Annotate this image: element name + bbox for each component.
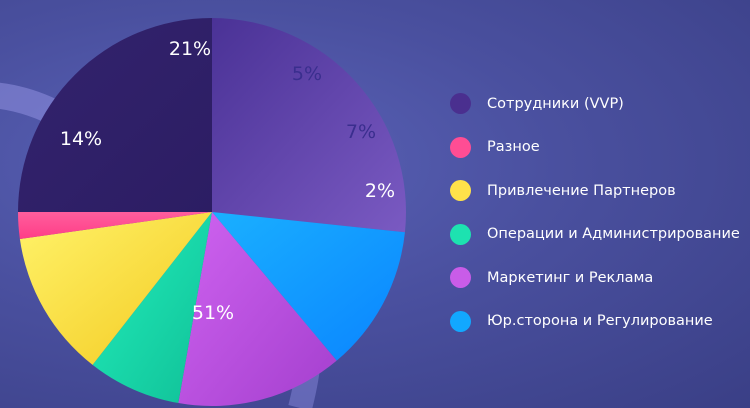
- pie-slice: [18, 18, 212, 212]
- legend-item: Сотрудники (VVP): [450, 82, 740, 126]
- pie-slice: [18, 212, 212, 239]
- legend-item: Операции и Администрирование: [450, 213, 740, 257]
- legend-label: Привлечение Партнеров: [487, 182, 676, 199]
- pie-slice: [178, 212, 337, 406]
- legend-swatch: [450, 310, 471, 332]
- legend-item: Привлечение Партнеров: [450, 169, 740, 213]
- legend-swatch: [450, 180, 471, 202]
- legend-swatch: [450, 93, 471, 115]
- pie-percent-label: 2%: [365, 180, 395, 202]
- legend-label: Маркетинг и Реклама: [487, 269, 654, 286]
- legend-label: Разное: [487, 139, 540, 156]
- pie-percent-label: 7%: [346, 121, 376, 143]
- pie-percent-label: 51%: [192, 302, 234, 324]
- legend-label: Операции и Администрирование: [487, 226, 740, 243]
- legend-label: Сотрудники (VVP): [487, 95, 624, 112]
- pie-slice: [92, 212, 212, 404]
- pie-slice: [212, 18, 407, 233]
- legend: Сотрудники (VVP) Разное Привлечение Парт…: [450, 82, 740, 343]
- legend-swatch: [450, 223, 471, 245]
- legend-label: Юр.сторона и Регулирование: [487, 313, 713, 330]
- legend-item: Маркетинг и Реклама: [450, 256, 740, 300]
- legend-swatch: [450, 267, 471, 289]
- legend-swatch: [450, 136, 471, 158]
- legend-item: Юр.сторона и Регулирование: [450, 300, 740, 344]
- legend-item: Разное: [450, 126, 740, 170]
- pie-slice: [212, 212, 405, 361]
- pie-slice: [19, 212, 212, 365]
- pie-percent-label: 14%: [60, 128, 102, 150]
- pie-percent-label: 5%: [292, 63, 322, 85]
- pie-percent-label: 21%: [169, 38, 211, 60]
